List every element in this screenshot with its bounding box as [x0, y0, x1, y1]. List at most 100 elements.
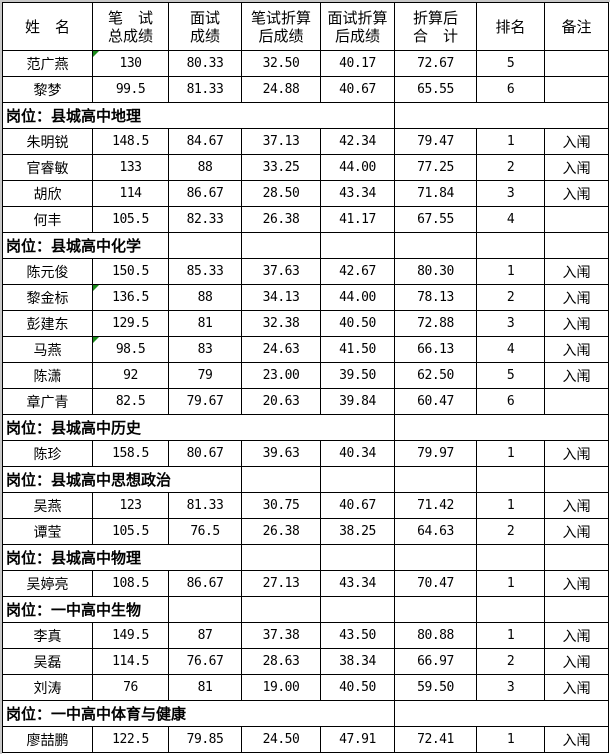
cell-written-weighted[interactable]: 19.00: [241, 674, 321, 701]
cell-rank[interactable]: 6: [476, 76, 545, 103]
cell-written-weighted[interactable]: 24.63: [241, 336, 321, 363]
cell-remark[interactable]: 入闱: [544, 258, 609, 285]
cell-written-total[interactable]: 123: [92, 492, 169, 519]
cell-total[interactable]: 80.30: [394, 258, 477, 285]
cell-interview-weighted[interactable]: 43.34: [320, 180, 395, 207]
cell-interview-weighted[interactable]: 44.00: [320, 284, 395, 311]
cell-rank[interactable]: 3: [476, 180, 545, 207]
cell-interview[interactable]: 81.33: [168, 492, 242, 519]
cell-remark[interactable]: 入闱: [544, 570, 609, 597]
cell-rank[interactable]: 2: [476, 518, 545, 545]
cell-written-total[interactable]: 114.5: [92, 648, 169, 675]
cell-name[interactable]: 彭建东: [2, 310, 93, 337]
cell-total[interactable]: 78.13: [394, 284, 477, 311]
cell-interview-weighted[interactable]: 40.34: [320, 440, 395, 467]
cell-written-total[interactable]: 150.5: [92, 258, 169, 285]
cell-written-weighted[interactable]: 24.50: [241, 726, 321, 753]
cell-total[interactable]: 62.50: [394, 362, 477, 389]
cell-rank[interactable]: 1: [476, 440, 545, 467]
cell-written-weighted[interactable]: 26.38: [241, 206, 321, 233]
cell-written-total[interactable]: 149.5: [92, 622, 169, 649]
cell-written-total[interactable]: 158.5: [92, 440, 169, 467]
cell-written-weighted[interactable]: 27.13: [241, 570, 321, 597]
cell-interview[interactable]: 84.67: [168, 128, 242, 155]
cell-rank[interactable]: 1: [476, 128, 545, 155]
cell-remark[interactable]: [544, 388, 609, 415]
cell-rank[interactable]: 1: [476, 570, 545, 597]
cell-total[interactable]: 66.13: [394, 336, 477, 363]
cell-remark[interactable]: 入闱: [544, 310, 609, 337]
cell-rank[interactable]: 1: [476, 726, 545, 753]
cell-interview-weighted[interactable]: 40.50: [320, 310, 395, 337]
cell-interview-weighted[interactable]: 44.00: [320, 154, 395, 181]
cell-remark[interactable]: 入闱: [544, 648, 609, 675]
cell-remark[interactable]: 入闱: [544, 284, 609, 311]
cell-written-weighted[interactable]: 20.63: [241, 388, 321, 415]
cell-name[interactable]: 官睿敏: [2, 154, 93, 181]
cell-interview-weighted[interactable]: 40.50: [320, 674, 395, 701]
cell-name[interactable]: 章广青: [2, 388, 93, 415]
cell-written-total[interactable]: 108.5: [92, 570, 169, 597]
cell-total[interactable]: 77.25: [394, 154, 477, 181]
cell-written-total[interactable]: 99.5: [92, 76, 169, 103]
cell-written-weighted[interactable]: 32.50: [241, 50, 321, 77]
cell-written-weighted[interactable]: 23.00: [241, 362, 321, 389]
cell-rank[interactable]: 1: [476, 258, 545, 285]
cell-interview-weighted[interactable]: 47.91: [320, 726, 395, 753]
cell-interview-weighted[interactable]: 41.50: [320, 336, 395, 363]
cell-total[interactable]: 65.55: [394, 76, 477, 103]
cell-written-total[interactable]: 136.5: [92, 284, 169, 311]
cell-written-weighted[interactable]: 30.75: [241, 492, 321, 519]
cell-written-weighted[interactable]: 28.50: [241, 180, 321, 207]
cell-name[interactable]: 吴燕: [2, 492, 93, 519]
cell-rank[interactable]: 1: [476, 492, 545, 519]
cell-written-weighted[interactable]: 33.25: [241, 154, 321, 181]
cell-interview[interactable]: 82.33: [168, 206, 242, 233]
cell-remark[interactable]: 入闱: [544, 518, 609, 545]
cell-written-total[interactable]: 114: [92, 180, 169, 207]
cell-rank[interactable]: 2: [476, 648, 545, 675]
cell-total[interactable]: 64.63: [394, 518, 477, 545]
cell-interview-weighted[interactable]: 39.84: [320, 388, 395, 415]
cell-total[interactable]: 70.47: [394, 570, 477, 597]
cell-interview-weighted[interactable]: 40.17: [320, 50, 395, 77]
cell-rank[interactable]: 1: [476, 622, 545, 649]
cell-rank[interactable]: 4: [476, 336, 545, 363]
cell-remark[interactable]: 入闱: [544, 180, 609, 207]
cell-remark[interactable]: [544, 76, 609, 103]
cell-written-total[interactable]: 122.5: [92, 726, 169, 753]
cell-name[interactable]: 马燕: [2, 336, 93, 363]
cell-interview[interactable]: 79.85: [168, 726, 242, 753]
cell-written-weighted[interactable]: 32.38: [241, 310, 321, 337]
cell-total[interactable]: 72.67: [394, 50, 477, 77]
cell-remark[interactable]: [544, 50, 609, 77]
cell-remark[interactable]: [544, 206, 609, 233]
cell-interview[interactable]: 85.33: [168, 258, 242, 285]
cell-interview[interactable]: 76.5: [168, 518, 242, 545]
cell-interview[interactable]: 79.67: [168, 388, 242, 415]
cell-rank[interactable]: 2: [476, 284, 545, 311]
cell-interview-weighted[interactable]: 41.17: [320, 206, 395, 233]
cell-written-total[interactable]: 76: [92, 674, 169, 701]
cell-interview-weighted[interactable]: 42.67: [320, 258, 395, 285]
cell-rank[interactable]: 3: [476, 310, 545, 337]
cell-written-total[interactable]: 82.5: [92, 388, 169, 415]
cell-written-total[interactable]: 129.5: [92, 310, 169, 337]
cell-remark[interactable]: 入闱: [544, 440, 609, 467]
cell-written-total[interactable]: 133: [92, 154, 169, 181]
cell-written-total[interactable]: 105.5: [92, 518, 169, 545]
cell-written-weighted[interactable]: 28.63: [241, 648, 321, 675]
cell-interview-weighted[interactable]: 40.67: [320, 76, 395, 103]
cell-name[interactable]: 陈珍: [2, 440, 93, 467]
cell-interview[interactable]: 88: [168, 284, 242, 311]
cell-interview-weighted[interactable]: 43.50: [320, 622, 395, 649]
cell-name[interactable]: 李真: [2, 622, 93, 649]
cell-name[interactable]: 刘涛: [2, 674, 93, 701]
cell-total[interactable]: 67.55: [394, 206, 477, 233]
cell-name[interactable]: 谭莹: [2, 518, 93, 545]
cell-interview[interactable]: 76.67: [168, 648, 242, 675]
cell-name[interactable]: 吴婷亮: [2, 570, 93, 597]
cell-name[interactable]: 黎金标: [2, 284, 93, 311]
cell-written-total[interactable]: 98.5: [92, 336, 169, 363]
cell-rank[interactable]: 5: [476, 50, 545, 77]
